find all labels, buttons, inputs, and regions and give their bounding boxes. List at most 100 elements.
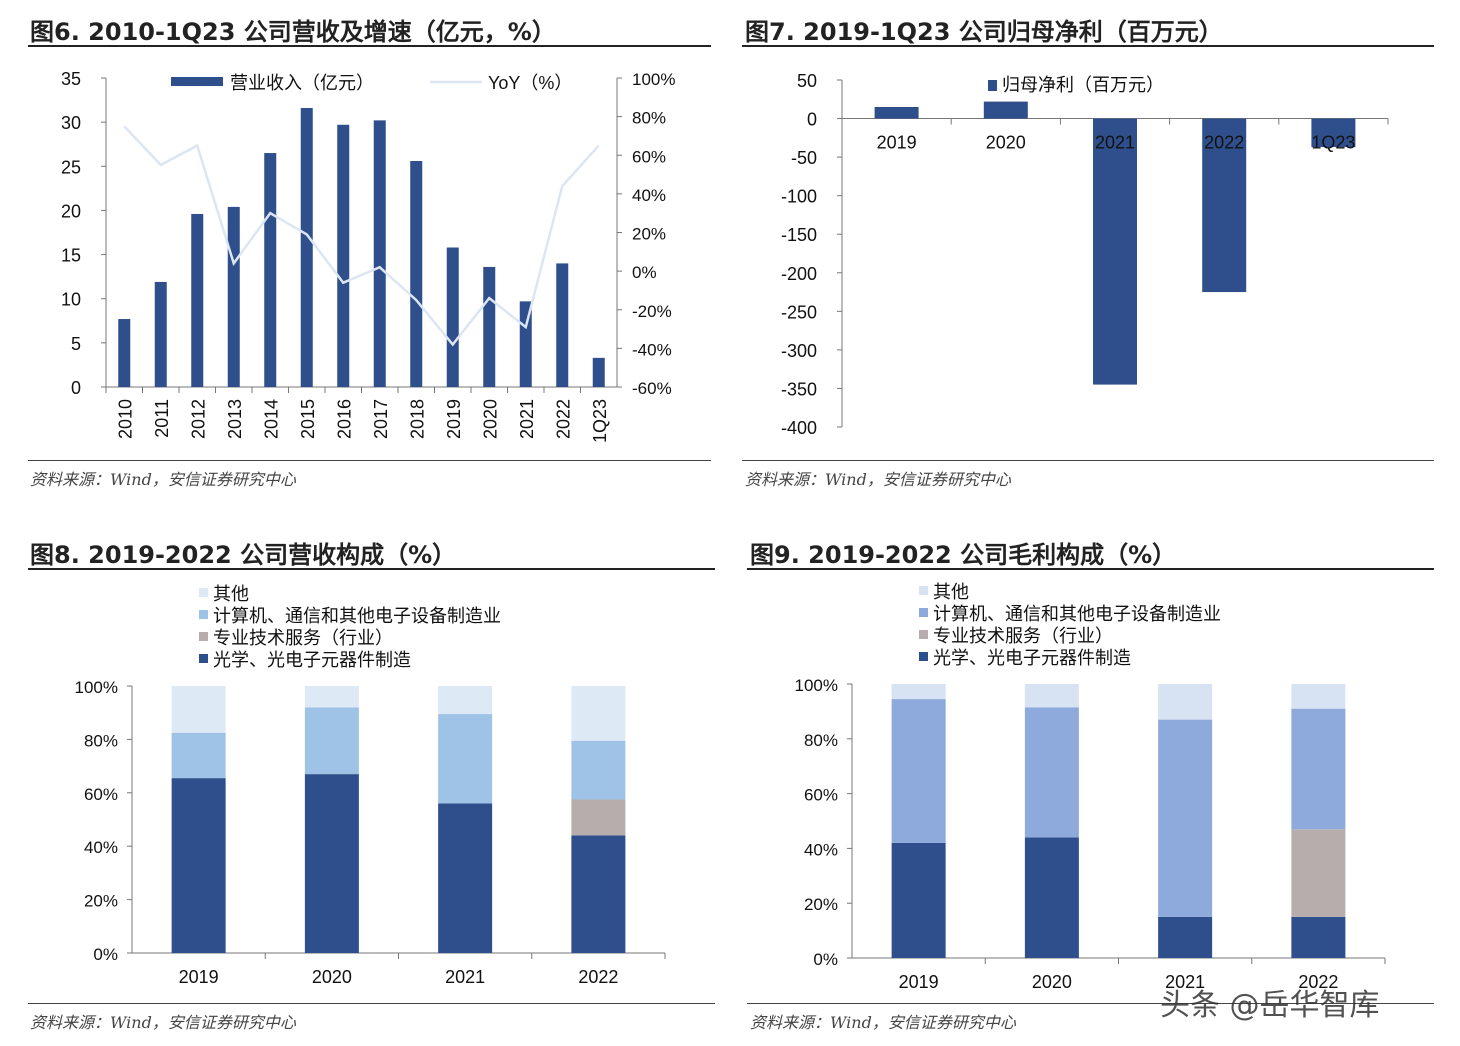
y2-tick-label: 0% <box>632 263 657 282</box>
stack-segment <box>891 842 946 958</box>
y-tick-label: 40% <box>804 840 838 859</box>
revenue-bar <box>300 108 313 387</box>
divider <box>742 45 1434 47</box>
y-tick-label: -400 <box>781 418 817 438</box>
y-tick-label: 15 <box>61 246 81 266</box>
y2-tick-label: 80% <box>632 109 666 128</box>
x-tick-label: 2014 <box>261 399 281 439</box>
stack-segment <box>304 707 359 775</box>
legend-swatch <box>988 80 997 91</box>
revenue-bar <box>446 247 459 387</box>
chart4-title: 图9. 2019-2022 公司毛利构成（%） <box>750 541 1177 569</box>
y-tick-label: 35 <box>61 69 81 89</box>
divider <box>28 1003 715 1004</box>
revenue-bar <box>337 124 350 387</box>
stack-segment <box>171 686 226 733</box>
divider <box>747 1003 1434 1004</box>
divider <box>747 568 1434 570</box>
chart2-title: 图7. 2019-1Q23 公司归母净利（百万元） <box>745 18 1223 46</box>
source-note: 资料来源：Wind，安信证券研究中心 <box>750 1013 1016 1032</box>
revenue-bar <box>592 357 605 387</box>
stack-segment <box>1024 707 1079 838</box>
stack-segment <box>438 714 493 804</box>
y-tick-label: 100% <box>75 678 118 697</box>
y-tick-label: 20 <box>61 201 81 221</box>
x-tick-label: 2016 <box>334 399 354 439</box>
stack-segment <box>571 835 626 953</box>
x-tick-label: 2022 <box>578 967 618 987</box>
y-tick-label: 50 <box>797 71 817 91</box>
legend-label: 专业技术服务（行业） <box>213 628 393 648</box>
stack-segment <box>1158 719 1213 917</box>
x-tick-label: 2020 <box>986 133 1026 153</box>
revenue-bar <box>410 160 423 387</box>
y-tick-label: 20% <box>804 895 838 914</box>
y-tick-label: 60% <box>84 785 118 804</box>
legend-label: 光学、光电子元器件制造 <box>933 648 1131 668</box>
y-tick-label: -200 <box>781 264 817 284</box>
stack-segment <box>1291 708 1346 830</box>
y-tick-label: 5 <box>71 334 81 354</box>
y2-tick-label: -60% <box>632 379 672 398</box>
x-tick-label: 1Q23 <box>590 399 610 443</box>
stack-segment <box>1291 684 1346 709</box>
divider <box>28 460 711 461</box>
source-note: 资料来源：Wind，安信证券研究中心 <box>745 470 1011 489</box>
stack-segment <box>1158 916 1213 958</box>
x-tick-label: 2019 <box>899 972 939 992</box>
x-tick-label: 2022 <box>1204 133 1244 153</box>
revenue-bar <box>118 319 131 387</box>
legend-swatch <box>199 654 208 663</box>
y-tick-label: 40% <box>84 838 118 857</box>
y-tick-label: -100 <box>781 187 817 207</box>
x-tick-label: 2017 <box>371 399 391 439</box>
y-tick-label: -300 <box>781 341 817 361</box>
x-tick-label: 2022 <box>1298 972 1338 992</box>
x-tick-label: 2013 <box>225 399 245 439</box>
stack-segment <box>1158 684 1213 720</box>
watermark: 头条 @岳华智库 <box>1160 988 1380 1023</box>
stack-segment <box>1291 829 1346 917</box>
y2-tick-label: -20% <box>632 302 672 321</box>
y-tick-label: 30 <box>61 113 81 133</box>
x-tick-label: 2015 <box>298 399 318 439</box>
x-tick-label: 2019 <box>877 133 917 153</box>
stack-segment <box>304 686 359 708</box>
stack-segment <box>171 732 226 779</box>
legend-swatch <box>199 610 208 619</box>
y-tick-label: -50 <box>791 148 817 168</box>
y2-tick-label: 40% <box>632 186 666 205</box>
stack-segment <box>571 799 626 836</box>
x-tick-label: 2012 <box>188 399 208 439</box>
revenue-bar <box>519 301 532 387</box>
y-tick-label: 60% <box>804 786 838 805</box>
chart1-title: 图6. 2010-1Q23 公司营收及增速（亿元，%） <box>30 18 556 46</box>
legend-label: 归母净利（百万元） <box>1002 75 1164 95</box>
x-tick-label: 2022 <box>553 399 573 439</box>
legend-label-revenue: 营业收入（亿元） <box>230 73 374 93</box>
y-tick-label: 10 <box>61 290 81 310</box>
y-tick-label: 25 <box>61 157 81 177</box>
x-tick-label: 2020 <box>480 399 500 439</box>
stack-segment <box>891 684 946 700</box>
stack-segment <box>571 686 626 741</box>
divider <box>28 568 715 570</box>
source-note: 资料来源：Wind，安信证券研究中心 <box>30 470 296 489</box>
legend-swatch <box>919 652 928 661</box>
stack-segment <box>1024 837 1079 958</box>
y-tick-label: 0% <box>93 945 118 964</box>
source-note: 资料来源：Wind，安信证券研究中心 <box>30 1013 296 1032</box>
stack-segment <box>891 699 946 843</box>
legend-swatch-revenue <box>171 77 223 86</box>
legend-label: 专业技术服务（行业） <box>933 626 1113 646</box>
profit-bar <box>874 106 919 119</box>
x-tick-label: 2021 <box>1095 133 1135 153</box>
y-tick-label: 80% <box>84 731 118 750</box>
y-tick-label: 20% <box>84 892 118 911</box>
y2-tick-label: 60% <box>632 147 666 166</box>
stack-segment <box>571 740 626 800</box>
revenue-bar <box>483 266 496 387</box>
x-tick-label: 2020 <box>1032 972 1072 992</box>
y-tick-label: -350 <box>781 379 817 399</box>
